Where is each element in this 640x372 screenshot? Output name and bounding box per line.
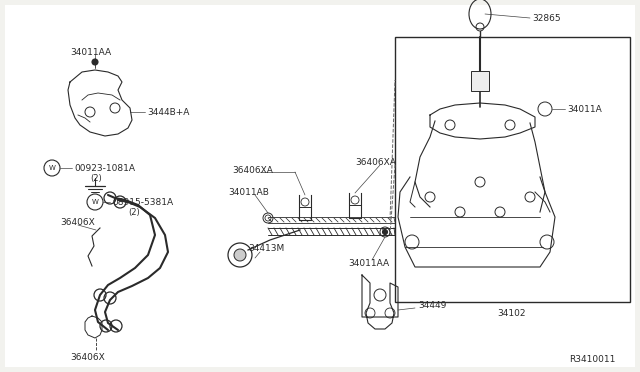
Text: 08915-5381A: 08915-5381A — [112, 198, 173, 206]
Text: W: W — [49, 165, 56, 171]
Text: 34011A: 34011A — [567, 105, 602, 113]
Text: 32865: 32865 — [532, 13, 561, 22]
FancyBboxPatch shape — [395, 37, 630, 302]
Text: 3444B+A: 3444B+A — [147, 108, 189, 116]
Text: 36406X: 36406X — [70, 353, 105, 362]
Text: 34011AB: 34011AB — [228, 187, 269, 196]
FancyBboxPatch shape — [5, 5, 635, 367]
Circle shape — [383, 230, 387, 234]
Text: 36406XA: 36406XA — [355, 157, 396, 167]
Text: (2): (2) — [128, 208, 140, 217]
Text: 34011AA: 34011AA — [70, 48, 111, 57]
FancyBboxPatch shape — [471, 71, 489, 91]
Text: 36406XA: 36406XA — [232, 166, 273, 174]
Text: 34011AA: 34011AA — [348, 259, 389, 267]
Text: (2): (2) — [90, 173, 102, 183]
Text: 00923-1081A: 00923-1081A — [74, 164, 135, 173]
Text: 34413M: 34413M — [248, 244, 284, 253]
Text: 36406X: 36406X — [60, 218, 95, 227]
Circle shape — [92, 59, 98, 65]
Text: W: W — [92, 199, 99, 205]
Circle shape — [234, 249, 246, 261]
Text: R3410011: R3410011 — [568, 356, 615, 365]
Text: 34102: 34102 — [498, 310, 526, 318]
Text: 34449: 34449 — [418, 301, 446, 311]
